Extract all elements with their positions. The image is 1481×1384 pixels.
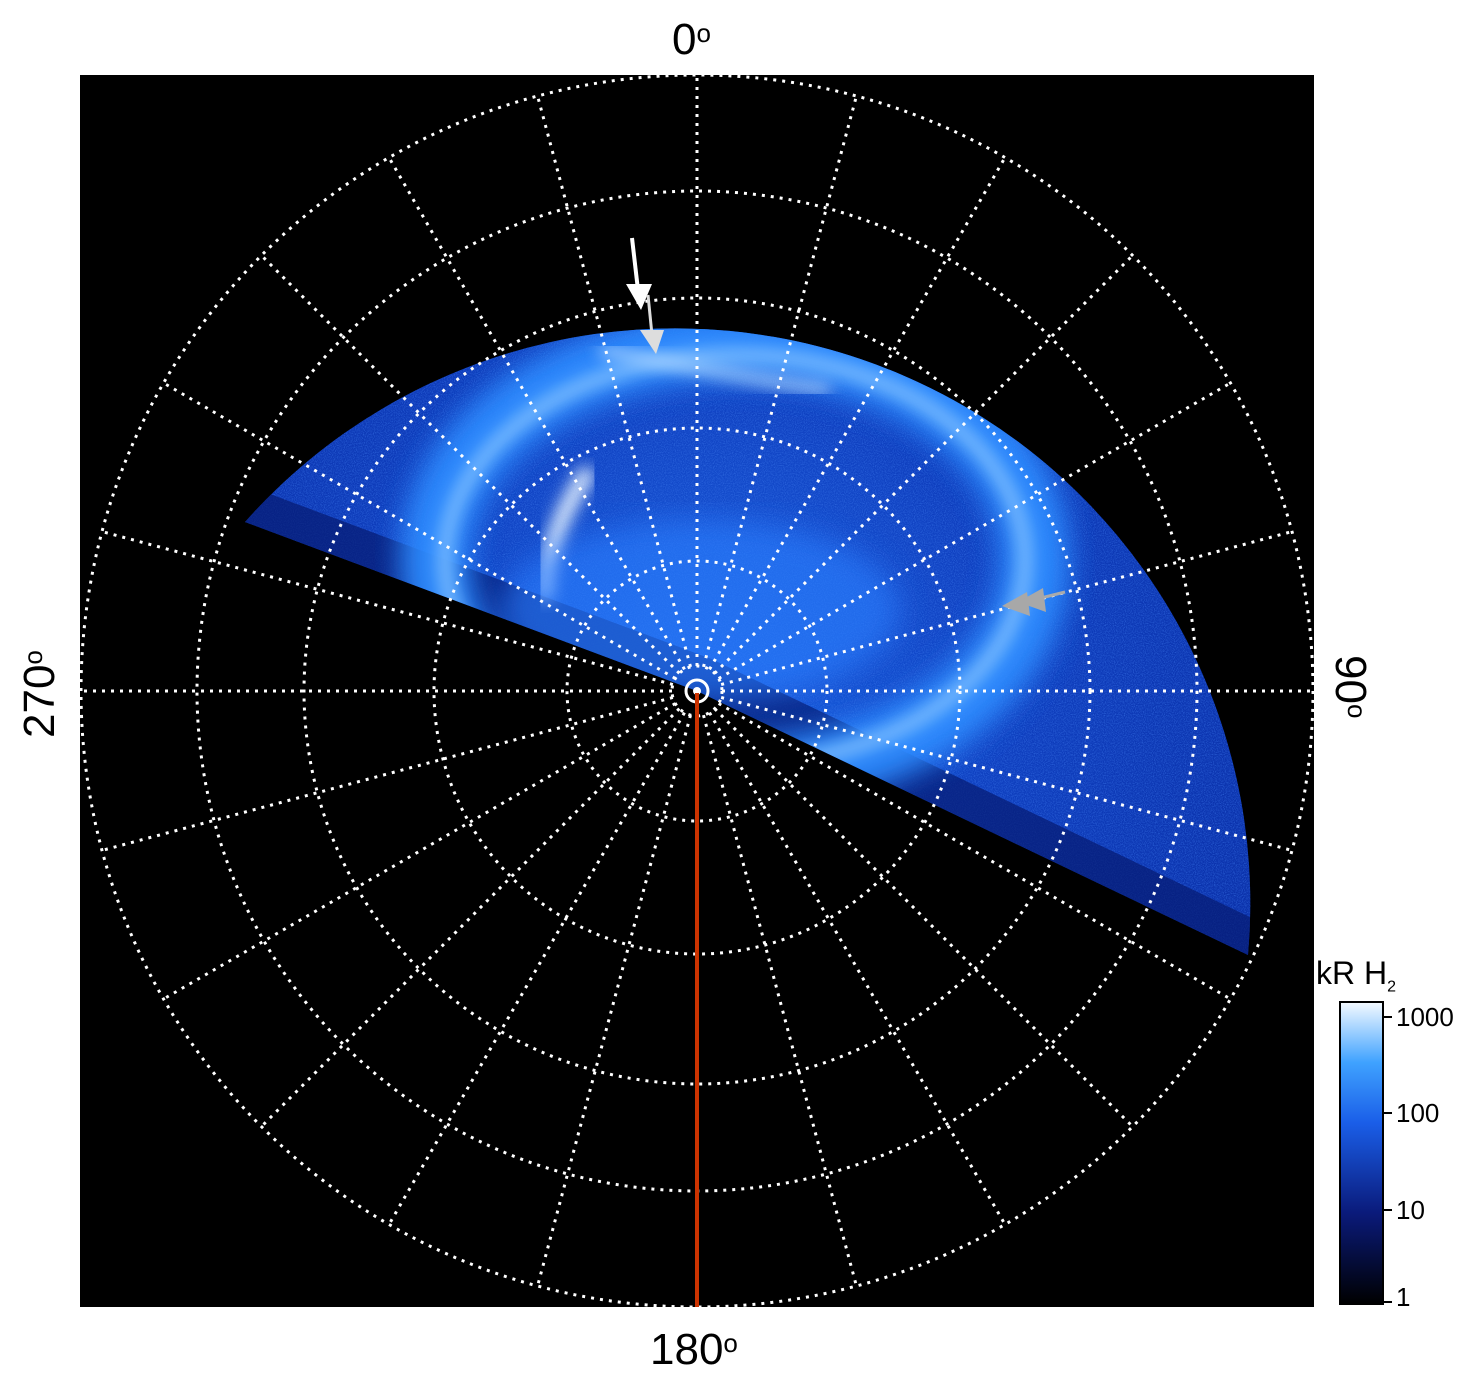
- gray-arrow-pair: [1002, 588, 1066, 616]
- white-arrow: [626, 237, 652, 310]
- left-longitude-label: 270o: [15, 650, 64, 738]
- latitude-circle: [302, 296, 1092, 1086]
- colorbar-title: kR H2: [1316, 955, 1397, 996]
- bottom-longitude-label: 180o: [650, 1325, 738, 1374]
- latitude-circle: [565, 559, 829, 823]
- colorbar-tick-label: 1: [1396, 1282, 1411, 1312]
- degree-symbol: o: [696, 18, 711, 48]
- latitude-circle: [432, 426, 962, 956]
- right-longitude-label: 90o: [1326, 655, 1375, 719]
- colorbar-tick-label: 1000: [1396, 1002, 1454, 1032]
- colorbar-tick-label: 10: [1396, 1195, 1425, 1225]
- gray-arrow-white: [640, 294, 664, 354]
- top-longitude-label: 0o: [672, 15, 711, 64]
- degree-symbol: o: [723, 1328, 738, 1358]
- colorbar: [1339, 1001, 1392, 1305]
- degree-symbol: o: [1342, 703, 1372, 719]
- colorbar-tick-label: 100: [1396, 1098, 1440, 1128]
- degree-symbol: o: [18, 650, 48, 665]
- latitude-circle: [79, 73, 1315, 1309]
